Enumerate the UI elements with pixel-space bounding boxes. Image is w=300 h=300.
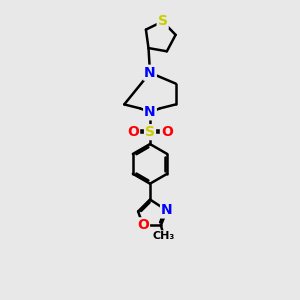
Text: N: N xyxy=(161,203,173,218)
Text: O: O xyxy=(137,218,149,232)
Text: O: O xyxy=(161,125,173,139)
Text: S: S xyxy=(145,125,155,139)
Text: N: N xyxy=(144,66,156,80)
Text: O: O xyxy=(127,125,139,139)
Text: N: N xyxy=(144,105,156,119)
Text: CH₃: CH₃ xyxy=(153,231,175,241)
Text: S: S xyxy=(158,14,168,28)
